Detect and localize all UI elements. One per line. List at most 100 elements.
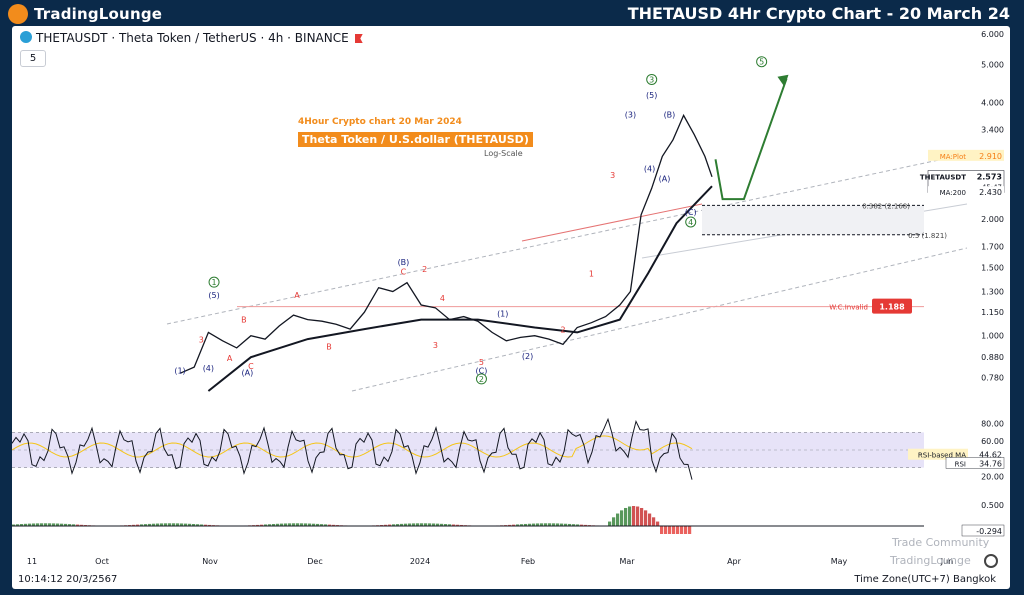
macd-bar bbox=[452, 524, 456, 526]
indicator-count-badge[interactable]: 5 bbox=[20, 50, 46, 67]
macd-bar bbox=[20, 524, 24, 526]
rsi-ma-name-bg bbox=[908, 448, 968, 460]
price-tick-label: 1.300 bbox=[981, 288, 1004, 297]
price-line[interactable] bbox=[179, 113, 713, 374]
projection-arrowhead bbox=[777, 74, 789, 87]
macd-bar bbox=[36, 523, 40, 526]
wave-label: 1 bbox=[212, 278, 217, 287]
macd-bar bbox=[76, 524, 80, 526]
macd-bar bbox=[192, 524, 196, 526]
wave-label: B bbox=[241, 316, 247, 325]
macd-bar bbox=[276, 523, 280, 526]
macd-bar bbox=[136, 524, 140, 526]
macd-bar bbox=[412, 523, 416, 526]
time-tick-label: Mar bbox=[619, 557, 635, 566]
macd-bar bbox=[672, 526, 676, 534]
rsi-ma-value: 44.62 bbox=[979, 451, 1002, 460]
ma200-value: 2.430 bbox=[979, 188, 1002, 197]
red-trend-line bbox=[521, 203, 703, 242]
macd-bar bbox=[316, 523, 320, 526]
macd-bar bbox=[44, 523, 48, 526]
wave-label: A bbox=[227, 354, 233, 363]
wave-label: B bbox=[326, 343, 332, 352]
symbol-legend[interactable]: THETAUSDT · Theta Token / TetherUS · 4h … bbox=[20, 31, 363, 45]
wave-circle bbox=[208, 276, 220, 288]
rsi-tick-label: 20.00 bbox=[981, 472, 1004, 481]
macd-bar bbox=[152, 523, 156, 526]
macd-bar bbox=[688, 526, 692, 534]
wave-circle bbox=[475, 373, 487, 385]
macd-bar bbox=[636, 506, 640, 526]
settings-icon[interactable] bbox=[984, 554, 998, 568]
macd-bar bbox=[684, 526, 688, 534]
macd-bar bbox=[616, 513, 620, 526]
macd-bar bbox=[172, 523, 176, 526]
macd-bar bbox=[540, 523, 544, 526]
macd-bar bbox=[404, 523, 408, 526]
time-tick-label: Oct bbox=[95, 557, 109, 566]
macd-bar bbox=[140, 524, 144, 526]
wave-label: 2 bbox=[422, 265, 427, 274]
macd-bar bbox=[68, 524, 72, 526]
timezone-selector[interactable]: Time Zone(UTC+7) Bangkok bbox=[854, 574, 996, 585]
price-tick-label: 1.500 bbox=[981, 263, 1004, 272]
macd-bar bbox=[144, 524, 148, 526]
macd-bar bbox=[52, 523, 56, 526]
channel-lower-line bbox=[351, 247, 968, 392]
price-tick-label: 0.880 bbox=[981, 353, 1004, 362]
wave-label: (C) bbox=[476, 366, 488, 375]
macd-value: -0.294 bbox=[976, 527, 1002, 536]
wave-label: (B) bbox=[398, 258, 410, 267]
theta-coin-icon bbox=[20, 31, 32, 43]
macd-bar bbox=[532, 523, 536, 526]
flag-icon[interactable] bbox=[354, 34, 363, 43]
macd-bar bbox=[396, 524, 400, 526]
macd-bar bbox=[612, 517, 616, 526]
maplot-value-bg bbox=[968, 149, 1004, 161]
ma200-line bbox=[207, 185, 713, 392]
macd-bar bbox=[40, 523, 44, 526]
macd-bar bbox=[648, 513, 652, 526]
wave-circle bbox=[756, 56, 768, 68]
wave-label: (3) bbox=[625, 111, 636, 120]
wc-invalid-badge bbox=[872, 298, 912, 314]
fib-5-label: 0.5 (1.821) bbox=[908, 232, 947, 240]
wave-label: (5) bbox=[646, 91, 657, 100]
wave-label: 4 bbox=[688, 218, 693, 227]
fib-zone bbox=[702, 205, 924, 235]
time-tick-label: Jun bbox=[940, 557, 954, 566]
macd-bar bbox=[208, 524, 212, 526]
macd-bar bbox=[312, 523, 316, 526]
macd-bar bbox=[388, 524, 392, 526]
price-tick-label: 1.700 bbox=[981, 242, 1004, 251]
wave-label: (C) bbox=[685, 208, 697, 217]
ma200-name: MA:200 bbox=[940, 189, 966, 197]
wave-label: (4) bbox=[203, 364, 214, 373]
macd-bar bbox=[584, 524, 588, 526]
rsi-name: RSI bbox=[955, 460, 966, 468]
chart-panel[interactable]: 0.382 (2.168) 0.5 (1.821) W.C.Invalid 1.188… bbox=[12, 26, 1010, 589]
macd-bar bbox=[676, 526, 680, 534]
wave-label: 3 bbox=[610, 171, 615, 180]
macd-bar bbox=[524, 523, 528, 526]
macd-bar bbox=[132, 524, 136, 526]
watermark-brand: TradingLounge bbox=[890, 554, 971, 567]
macd-bar bbox=[536, 523, 540, 526]
ma200-name-bg bbox=[928, 186, 968, 198]
macd-bar bbox=[628, 506, 632, 526]
macd-bar bbox=[652, 517, 656, 526]
macd-bar bbox=[408, 523, 412, 526]
macd-bar bbox=[420, 523, 424, 526]
wave-label: (2) bbox=[522, 352, 533, 361]
annotation-chart-title: 4Hour Crypto chart 20 Mar 2024 bbox=[298, 117, 462, 127]
wave-label: (5) bbox=[208, 291, 219, 300]
macd-bar bbox=[456, 524, 460, 526]
macd-bar bbox=[328, 524, 332, 526]
chart-canvas[interactable]: 0.382 (2.168) 0.5 (1.821) W.C.Invalid 1.188… bbox=[12, 26, 1010, 589]
tradinglounge-logo-icon bbox=[8, 4, 28, 24]
wc-invalid-label: W.C.Invalid bbox=[829, 304, 868, 312]
macd-bar bbox=[548, 523, 552, 526]
maplot-name-bg bbox=[928, 149, 968, 161]
macd-bar bbox=[424, 523, 428, 526]
